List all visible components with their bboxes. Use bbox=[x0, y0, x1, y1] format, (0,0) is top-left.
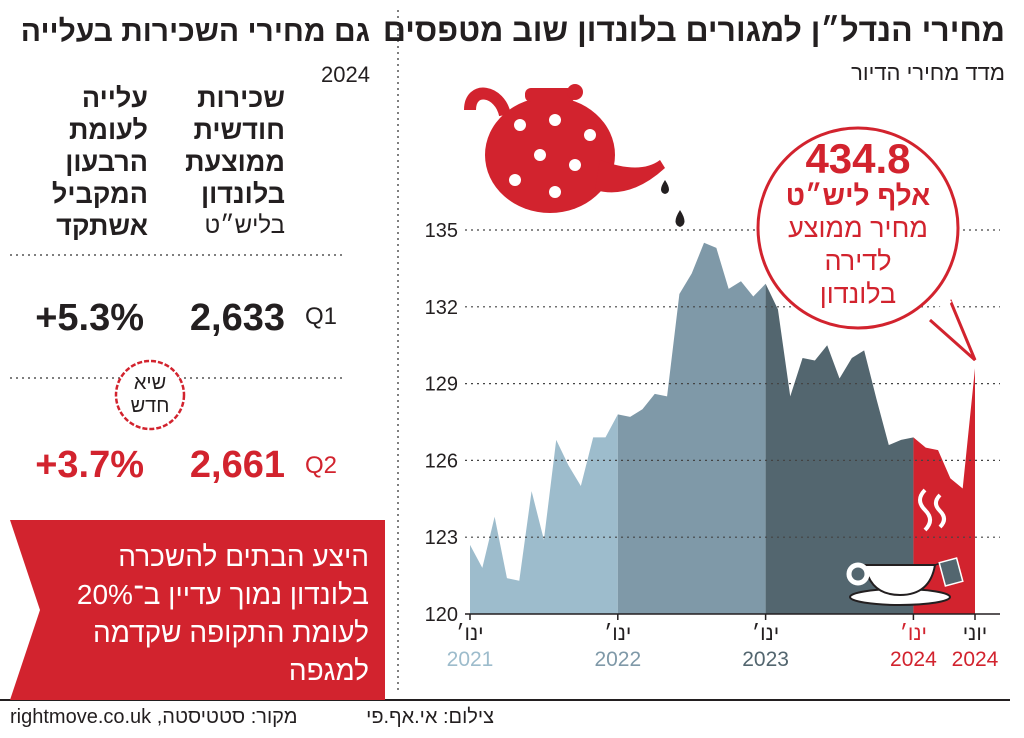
cup-illustration bbox=[846, 488, 964, 606]
y-tick-label: 135 bbox=[425, 220, 458, 242]
callout-text: מחיר ממוצע bbox=[788, 213, 928, 243]
rent-change: +5.3% bbox=[35, 297, 144, 339]
y-tick-label: 123 bbox=[425, 527, 458, 549]
callout-text: לדירה bbox=[824, 246, 892, 276]
note-box bbox=[10, 520, 385, 700]
area-segment bbox=[913, 368, 975, 614]
badge-text: שיא חדש bbox=[130, 372, 170, 417]
area-segment bbox=[617, 242, 766, 615]
chart-subtitle: מדד מחירי הדיור bbox=[851, 60, 1005, 85]
x-tick-label: ינו׳ bbox=[456, 622, 484, 645]
row-label: Q2 bbox=[305, 452, 338, 479]
row-label: Q1 bbox=[305, 303, 338, 330]
callout bbox=[756, 126, 977, 362]
y-tick-label: 132 bbox=[425, 297, 458, 319]
source: מקור: סטטיסטה, rightmove.co.uk bbox=[10, 706, 298, 728]
y-tick-label: 120 bbox=[425, 604, 458, 626]
panel-title: גם מחירי השכירות בעלייה bbox=[20, 15, 370, 48]
panel-year: 2024 bbox=[321, 62, 370, 87]
x-tick-label: ינו׳ bbox=[899, 622, 927, 645]
callout-text: בלונדון bbox=[819, 279, 897, 309]
x-tick-year: 2021 bbox=[446, 648, 494, 671]
x-tick-label: יוני bbox=[962, 622, 988, 645]
x-tick-label: ינו׳ bbox=[604, 622, 632, 645]
rent-value: 2,633 bbox=[189, 297, 285, 339]
x-tick-year: 2022 bbox=[594, 648, 642, 671]
y-tick-label: 129 bbox=[425, 374, 458, 396]
y-tick-label: 126 bbox=[425, 450, 458, 472]
x-tick-year: 2024 bbox=[890, 648, 937, 671]
callout-value: 434.8 bbox=[805, 135, 911, 182]
photo-credit: צילום: אי.אף.פי bbox=[366, 706, 494, 728]
callout-unit: אלף ליש״ט bbox=[785, 180, 931, 211]
area-segment bbox=[765, 283, 914, 614]
rent-change: +3.7% bbox=[35, 444, 144, 486]
chart-title: מחירי הנדל״ן למגורים בלונדון שוב מטפסים bbox=[382, 12, 1005, 48]
badge bbox=[114, 359, 186, 431]
x-tick-year: 2024 bbox=[951, 648, 999, 671]
x-tick-year: 2023 bbox=[742, 648, 789, 671]
column-header: עלייה לעומת הרבעון המקביל אשתקד bbox=[51, 83, 148, 241]
column-header: שכירות חודשית ממוצעת בלונדון bbox=[185, 83, 285, 209]
area-segment bbox=[470, 414, 618, 614]
rent-value: 2,661 bbox=[189, 444, 285, 486]
column-unit: בליש״ט bbox=[204, 212, 285, 239]
x-tick-label: ינו׳ bbox=[752, 622, 780, 645]
note-text: היצע הבתים להשכרה בלונדון נמוך עדיין ב־2… bbox=[76, 541, 369, 686]
teapot-illustration bbox=[464, 84, 685, 227]
